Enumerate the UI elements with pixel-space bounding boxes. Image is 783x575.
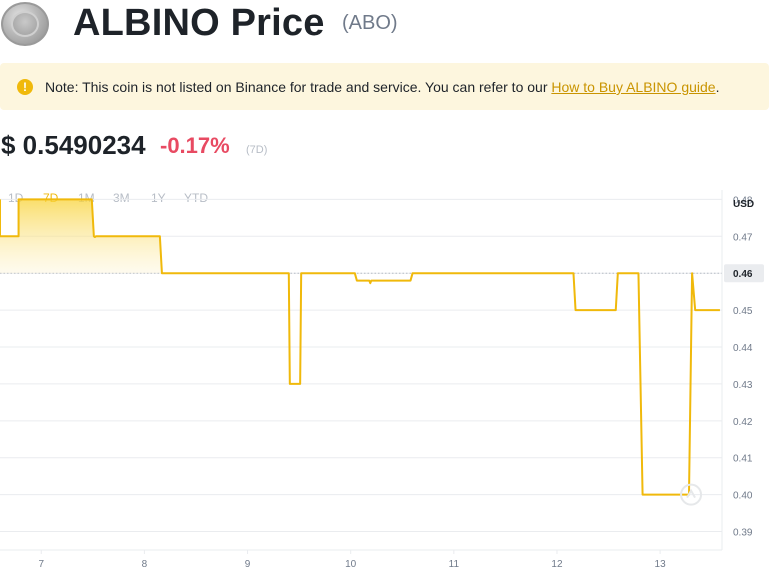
chart-price-line [0,198,720,496]
notice-text: Note: This coin is not listed on Binance… [45,79,719,95]
tab-ytd[interactable]: YTD [184,191,208,205]
notice-suffix: . [715,79,720,95]
price-change-percent: -0.17% [160,133,230,158]
x-tick-label: 10 [345,559,357,570]
x-tick-label: 8 [142,559,148,570]
chart-axes: 0.48 0.47 0.45 0.44 0.43 0.42 0.41 0.40 0.39 USD 7… [0,190,764,570]
binance-watermark-icon [680,483,703,506]
y-tick-label: 0.47 [733,232,753,243]
y-tick-label: 0.39 [733,528,753,539]
page-title: ALBINO Price [73,2,325,44]
current-price-label: 0.46 [733,269,753,280]
price-series-line [0,198,720,496]
x-tick-label: 13 [655,559,667,570]
x-tick-label: 12 [551,559,563,570]
tab-3m[interactable]: 3M [113,191,130,205]
notice-message: Note: This coin is not listed on Binance… [45,79,552,95]
watermark-chevron [686,488,696,499]
y-tick-label: 0.40 [733,491,753,502]
x-tick-label: 11 [449,559,460,570]
coin-symbol: (ABO) [342,12,398,34]
current-price: $ 0.5490234 [1,130,146,160]
x-tick-label: 7 [38,559,44,570]
tab-1y[interactable]: 1Y [151,191,166,205]
y-tick-label: 0.43 [733,380,753,391]
x-tick-label: 9 [245,559,251,570]
watermark-ring [680,483,703,506]
price-chart[interactable]: 0.48 0.47 0.45 0.44 0.43 0.42 0.41 0.40 0.39 USD 7… [0,190,783,575]
y-tick-label: 0.45 [733,306,753,317]
y-axis-unit-label: USD [733,199,754,210]
y-tick-label: 0.44 [733,343,753,354]
coin-header: ALBINO Price (ABO) [0,0,783,55]
albino-coin-logo-icon [1,2,49,46]
y-tick-label: 0.48 [733,195,753,206]
y-tick-label: 0.42 [733,417,753,428]
how-to-buy-guide-link[interactable]: How to Buy ALBINO guide [551,79,716,95]
y-tick-label: 0.41 [733,454,753,465]
price-change-period: (7D) [246,144,268,156]
current-price-badge [724,264,764,283]
not-listed-notice: ! Note: This coin is not listed on Binan… [0,63,769,110]
info-icon: ! [17,79,33,95]
